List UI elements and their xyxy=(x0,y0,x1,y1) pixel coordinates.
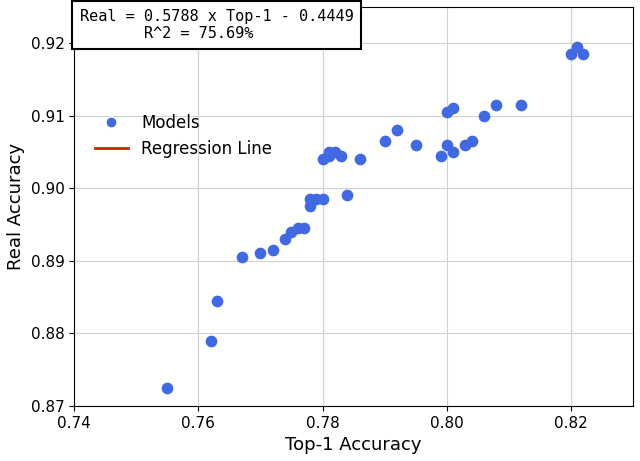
Models xyxy=(448,105,458,112)
Models xyxy=(292,225,303,232)
Models xyxy=(305,203,316,210)
Models xyxy=(317,155,328,163)
Models xyxy=(255,250,266,257)
Models xyxy=(299,225,309,232)
Models xyxy=(448,148,458,156)
Models xyxy=(342,192,353,199)
Models xyxy=(492,101,502,108)
Models xyxy=(286,228,296,236)
Models xyxy=(324,148,334,156)
X-axis label: Top-1 Accuracy: Top-1 Accuracy xyxy=(285,436,422,454)
Models xyxy=(205,337,216,344)
Models xyxy=(311,195,321,203)
Models xyxy=(392,126,402,134)
Legend: Models, Regression Line: Models, Regression Line xyxy=(88,107,279,165)
Models xyxy=(479,112,489,119)
Models xyxy=(162,384,172,391)
Text: Real = 0.5788 x Top-1 - 0.4449
       R^2 = 75.69%: Real = 0.5788 x Top-1 - 0.4449 R^2 = 75.… xyxy=(80,9,353,41)
Models xyxy=(324,152,334,160)
Models xyxy=(460,141,470,148)
Models xyxy=(212,297,222,304)
Models xyxy=(330,148,340,156)
Models xyxy=(268,246,278,254)
Models xyxy=(579,50,589,58)
Models xyxy=(442,108,452,116)
Models xyxy=(317,195,328,203)
Models xyxy=(305,195,316,203)
Models xyxy=(280,235,291,242)
Y-axis label: Real Accuracy: Real Accuracy xyxy=(7,143,25,270)
Models xyxy=(572,43,582,51)
Models xyxy=(442,141,452,148)
Models xyxy=(237,254,247,261)
Models xyxy=(435,152,445,160)
Models xyxy=(516,101,526,108)
Models xyxy=(566,50,576,58)
Models xyxy=(355,155,365,163)
Models xyxy=(380,137,390,145)
Models xyxy=(467,137,477,145)
Models xyxy=(336,152,346,160)
Models xyxy=(411,141,421,148)
